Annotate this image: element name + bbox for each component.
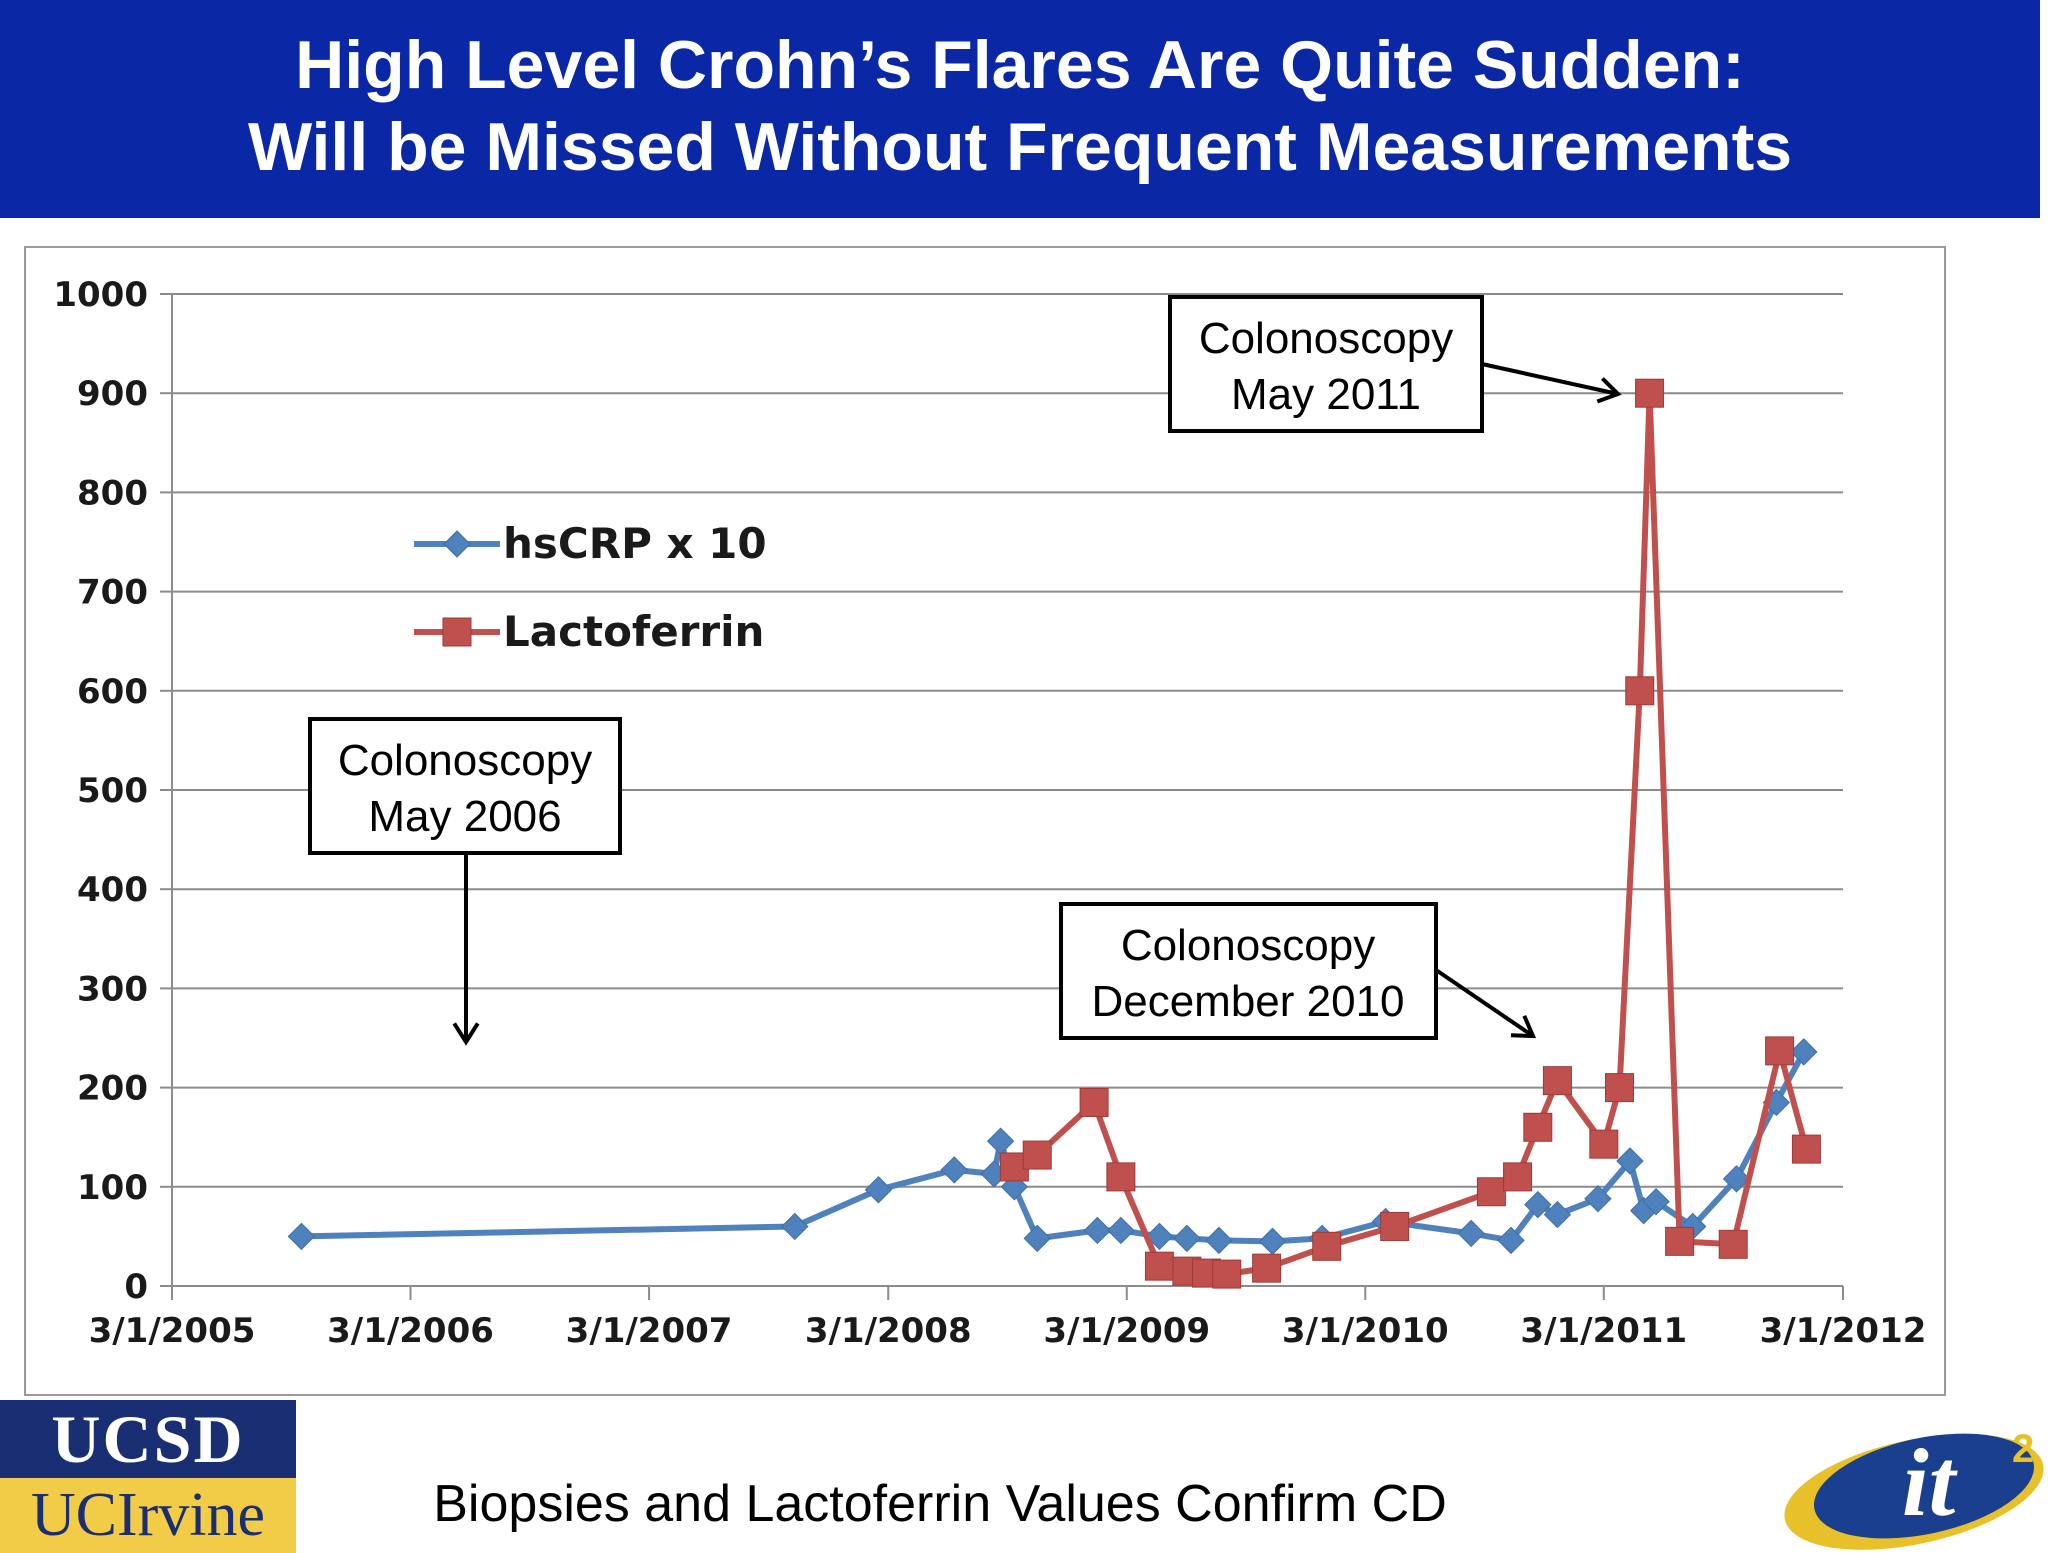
x-tick-label: 3/1/2007 [566,1311,733,1351]
x-tick-label: 3/1/2011 [1520,1311,1687,1351]
annotation-box [1059,902,1438,1040]
data-point-lactoferrin [1106,1162,1136,1192]
y-tick-label: 700 [77,573,148,613]
it2-logo-superscript: 2 [2012,1427,2034,1471]
x-tick-label: 3/1/2005 [89,1311,256,1351]
legend-label-lactoferrin: Lactoferrin [503,607,764,656]
annotation-arrow-dec-2010 [1434,968,1535,1038]
data-point-lactoferrin [1542,1066,1572,1096]
x-tick-label: 3/1/2012 [1760,1311,1927,1351]
data-point-hscrp [287,1222,316,1251]
annotation-arrow-may-2011 [1481,362,1619,396]
data-point-hscrp [1497,1226,1525,1255]
annotation-box [308,717,622,855]
data-point-hscrp [1616,1147,1644,1175]
slide-title-line1: High Level Crohn’s Flares Are Quite Sudd… [295,27,1745,103]
data-point-hscrp [1258,1227,1287,1256]
data-point-lactoferrin [1589,1129,1619,1159]
data-point-lactoferrin [1635,378,1665,408]
data-point-lactoferrin [1625,676,1655,706]
data-point-lactoferrin [1079,1087,1109,1117]
data-point-lactoferrin [1212,1259,1242,1289]
data-point-lactoferrin [1718,1229,1748,1259]
annotation-box [1168,295,1484,433]
x-tick-label: 3/1/2008 [805,1311,972,1351]
data-point-hscrp [1205,1226,1233,1255]
data-point-lactoferrin [1605,1073,1635,1103]
footer-caption: Biopsies and Lactoferrin Values Confirm … [433,1475,1447,1533]
x-tick-label: 3/1/2006 [327,1311,494,1351]
data-point-hscrp [864,1176,893,1204]
data-point-lactoferrin [1312,1231,1342,1261]
series-line-hscrp [301,1050,1807,1245]
data-point-lactoferrin [1022,1140,1052,1170]
data-point-hscrp [986,1127,1015,1155]
data-point-hscrp [1722,1165,1751,1193]
data-point-lactoferrin [1791,1134,1821,1164]
slide-title-line2: Will be Missed Without Frequent Measurem… [247,109,1793,185]
legend-marker-hscrp [443,530,471,558]
legend-marker-lactoferrin [442,617,472,647]
data-point-hscrp [1457,1219,1485,1248]
data-point-hscrp [1790,1038,1818,1066]
data-point-lactoferrin [1252,1253,1282,1283]
y-tick-label: 800 [77,473,148,513]
annotation-line2: May 2011 [1231,370,1421,419]
data-point-lactoferrin [1523,1112,1553,1142]
data-point-hscrp [1543,1200,1572,1229]
data-point-lactoferrin [1765,1036,1795,1066]
legend-label-hscrp: hsCRP x 10 [503,519,767,568]
y-tick-label: 300 [77,969,148,1009]
y-tick-label: 200 [77,1069,148,1109]
y-tick-label: 400 [77,870,148,910]
annotation-arrow-may-2011-head [1596,377,1622,404]
data-point-hscrp [1173,1224,1201,1253]
data-point-lactoferrin [1380,1211,1410,1241]
ucsd-logo: UCSD [0,1400,296,1478]
data-point-hscrp [1145,1222,1174,1251]
data-point-hscrp [781,1212,809,1241]
y-tick-label: 100 [77,1168,148,1208]
annotation-arrow-dec-2010-head [1510,1015,1537,1039]
data-point-lactoferrin [1476,1177,1506,1207]
data-point-hscrp [1524,1190,1552,1219]
slide-title: High Level Crohn’s Flares Are Quite Sudd… [0,0,2040,218]
it2-logo: it 2 [1784,1427,2044,1550]
it2-logo-text: it [1902,1429,1959,1536]
annotation-line2: December 2010 [1091,977,1404,1026]
annotation-line1: Colonoscopy [1199,314,1453,363]
data-point-lactoferrin [1144,1251,1174,1281]
data-point-hscrp [1642,1187,1670,1216]
y-tick-label: 500 [77,771,148,811]
data-point-hscrp [940,1156,968,1184]
y-tick-label: 0 [124,1267,148,1307]
x-tick-label: 3/1/2010 [1282,1311,1449,1351]
y-tick-label: 900 [77,374,148,414]
data-point-hscrp [1023,1224,1051,1253]
data-point-hscrp [1584,1184,1612,1213]
uci-logo: UCIrvine [0,1478,296,1553]
annotation-line1: Colonoscopy [338,736,592,785]
data-point-lactoferrin [1503,1162,1533,1192]
series-line-lactoferrin [1013,390,1810,1278]
annotation-line1: Colonoscopy [1121,921,1375,970]
x-tick-label: 3/1/2009 [1043,1311,1210,1351]
annotation-line2: May 2006 [368,792,561,841]
y-tick-label: 600 [77,672,148,712]
annotation-arrow-may-2006-head [452,1022,480,1046]
data-point-hscrp [1083,1216,1112,1245]
data-point-lactoferrin [1665,1226,1695,1256]
data-point-hscrp [1107,1216,1135,1245]
y-tick-label: 1000 [53,275,148,315]
